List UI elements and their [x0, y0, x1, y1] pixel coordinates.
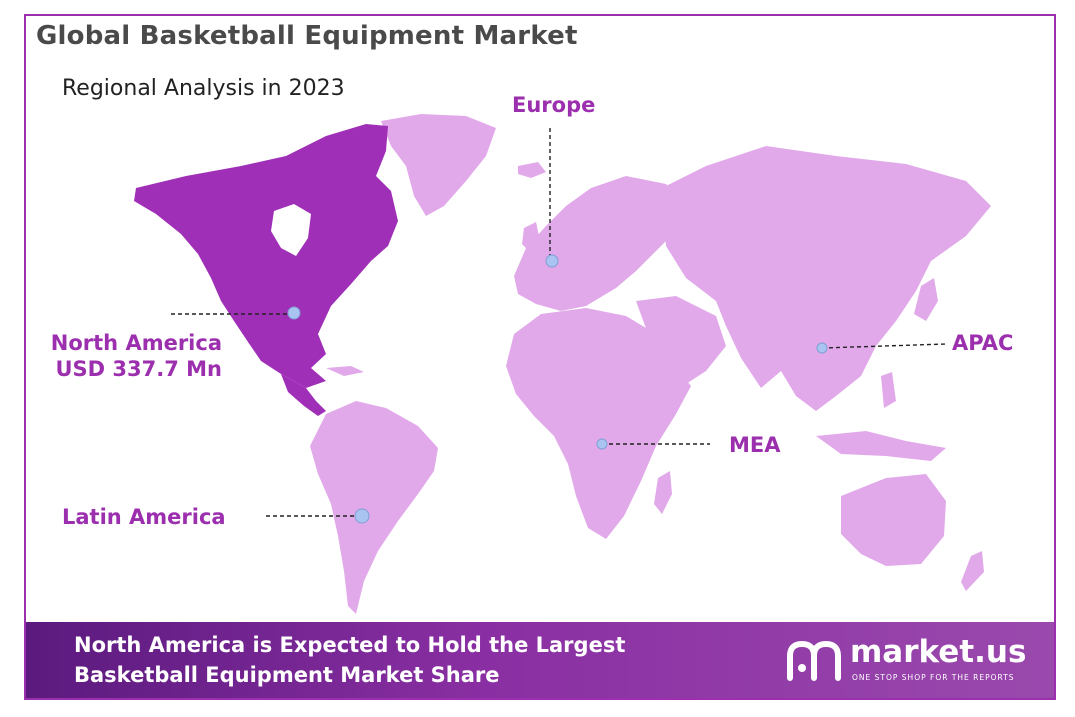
footer-banner: North America is Expected to Hold the La…: [26, 622, 1054, 698]
iceland-shape: [518, 162, 546, 178]
australia-shape: [841, 474, 946, 566]
europe-marker: [545, 254, 559, 268]
brand-logo: market.us ONE STOP SHOP FOR THE REPORTS: [786, 634, 1026, 686]
north-america-value: USD 337.7 Mn: [55, 357, 222, 382]
chart-title: Global Basketball Equipment Market: [36, 21, 578, 51]
greenland-shape: [381, 114, 496, 216]
latin-america-marker: [354, 508, 370, 524]
south-america-shape: [310, 401, 438, 614]
japan-shape: [914, 278, 938, 321]
footer-line-2: Basketball Equipment Market Share: [74, 663, 500, 687]
world-map: [134, 114, 991, 614]
footer-text: North America is Expected to Hold the La…: [74, 630, 625, 690]
mea-label: MEA: [729, 433, 781, 457]
chart-subtitle: Regional Analysis in 2023: [62, 76, 345, 101]
brand-name: market.us: [850, 634, 1027, 670]
caribbean-shape: [326, 366, 364, 376]
latin-america-label: Latin America: [62, 505, 226, 529]
north-america-marker: [287, 306, 301, 320]
uk-shape: [522, 222, 540, 252]
market-us-logo-icon: [787, 640, 841, 681]
philippines-shape: [881, 372, 896, 408]
asia-shape: [656, 146, 991, 411]
africa-shape: [506, 308, 691, 539]
apac-marker: [816, 342, 828, 354]
north-america-label: North America USD 337.7 Mn: [36, 330, 222, 383]
middle-east-shape: [636, 296, 726, 384]
apac-label: APAC: [952, 331, 1014, 355]
europe-shape: [514, 176, 686, 311]
hudson-bay: [271, 204, 311, 256]
brand-tagline: ONE STOP SHOP FOR THE REPORTS: [852, 673, 1015, 682]
north-america-name: North America: [50, 331, 222, 355]
europe-label: Europe: [512, 93, 596, 117]
new-zealand-shape: [961, 551, 984, 591]
madagascar-shape: [654, 471, 672, 514]
indonesia-shape: [816, 431, 946, 461]
north-america-shape: [134, 124, 398, 388]
mea-marker: [596, 438, 608, 450]
central-america-shape: [281, 374, 326, 416]
footer-line-1: North America is Expected to Hold the La…: [74, 633, 626, 657]
infographic-frame: Global Basketball Equipment Market Regio…: [24, 14, 1056, 700]
